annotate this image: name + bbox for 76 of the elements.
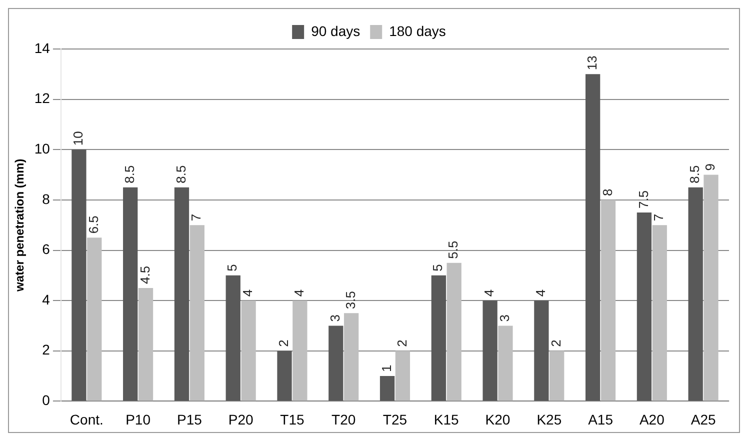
x-tick-label: P10 bbox=[126, 411, 151, 428]
bar bbox=[292, 300, 308, 401]
bar bbox=[87, 238, 102, 401]
data-label: 4 bbox=[482, 289, 497, 297]
data-label: 4 bbox=[533, 289, 548, 297]
data-label: 2 bbox=[276, 340, 292, 347]
x-tick-label: K15 bbox=[434, 411, 460, 428]
legend-label: 90 days bbox=[311, 22, 360, 39]
bar bbox=[123, 187, 138, 401]
y-tick-label: 0 bbox=[42, 392, 50, 408]
bar bbox=[328, 326, 344, 401]
x-tick-label: Cont. bbox=[70, 411, 104, 428]
data-label: 3.5 bbox=[342, 291, 358, 310]
x-tick-label: P15 bbox=[176, 411, 202, 428]
data-label: 8.5 bbox=[122, 165, 137, 184]
bar bbox=[498, 326, 513, 401]
x-tick-label: A25 bbox=[690, 411, 716, 428]
bar bbox=[534, 300, 549, 401]
data-label: 6.5 bbox=[86, 216, 101, 234]
bar bbox=[72, 150, 86, 401]
legend-label: 180 days bbox=[389, 22, 446, 39]
bar bbox=[431, 275, 446, 401]
y-tick-label: 12 bbox=[34, 90, 50, 106]
x-tick-label: K20 bbox=[485, 411, 510, 428]
y-tick-label: 6 bbox=[42, 241, 50, 258]
y-tick-label: 8 bbox=[42, 190, 50, 207]
x-tick-label: T20 bbox=[332, 411, 356, 428]
data-label: 10 bbox=[70, 131, 86, 146]
data-label: 4 bbox=[240, 289, 256, 297]
bar bbox=[241, 300, 256, 401]
bar bbox=[174, 187, 190, 401]
y-tick-label: 10 bbox=[34, 140, 50, 156]
x-tick-label: A15 bbox=[588, 411, 614, 428]
bar bbox=[600, 200, 616, 401]
bar bbox=[138, 288, 154, 401]
y-tick-label: 4 bbox=[42, 291, 50, 308]
bar bbox=[688, 187, 703, 401]
data-label: 9 bbox=[702, 164, 718, 171]
data-label: 7 bbox=[651, 214, 666, 222]
x-tick-label: P20 bbox=[228, 411, 254, 428]
bar bbox=[704, 174, 718, 401]
bar bbox=[550, 350, 564, 401]
data-label: 2 bbox=[394, 340, 410, 347]
y-axis-title: water penetration (mm) bbox=[12, 158, 27, 292]
x-tick-label: K25 bbox=[536, 411, 562, 428]
bar bbox=[586, 74, 600, 401]
y-tick-label: 14 bbox=[34, 40, 50, 56]
bar bbox=[277, 350, 292, 401]
data-label: 1 bbox=[378, 364, 394, 372]
data-label: 3 bbox=[327, 314, 342, 322]
data-label: 4 bbox=[292, 289, 306, 297]
x-tick-label: T15 bbox=[280, 411, 304, 428]
bar bbox=[636, 212, 652, 401]
data-label: 13 bbox=[584, 56, 600, 70]
data-label: 5 bbox=[430, 264, 446, 272]
data-label: 8 bbox=[600, 188, 615, 196]
bar bbox=[344, 313, 359, 401]
data-label: 7 bbox=[188, 214, 204, 222]
data-label: 5 bbox=[224, 264, 240, 272]
data-label: 4.5 bbox=[137, 266, 152, 284]
bar bbox=[226, 275, 240, 401]
y-tick-label: 2 bbox=[42, 342, 50, 358]
bar bbox=[190, 225, 204, 401]
data-label: 7.5 bbox=[636, 190, 651, 209]
data-label: 8.5 bbox=[687, 165, 702, 184]
x-tick-label: T25 bbox=[382, 411, 408, 428]
data-label: 2 bbox=[548, 340, 564, 347]
data-label: 5.5 bbox=[446, 240, 461, 259]
data-label: 8.5 bbox=[173, 165, 188, 184]
bar bbox=[446, 262, 462, 401]
data-label: 3 bbox=[497, 314, 512, 322]
bar bbox=[652, 225, 667, 401]
x-tick-label: A20 bbox=[639, 411, 665, 428]
bar bbox=[395, 350, 410, 401]
bar bbox=[380, 376, 395, 401]
bar bbox=[482, 300, 498, 401]
